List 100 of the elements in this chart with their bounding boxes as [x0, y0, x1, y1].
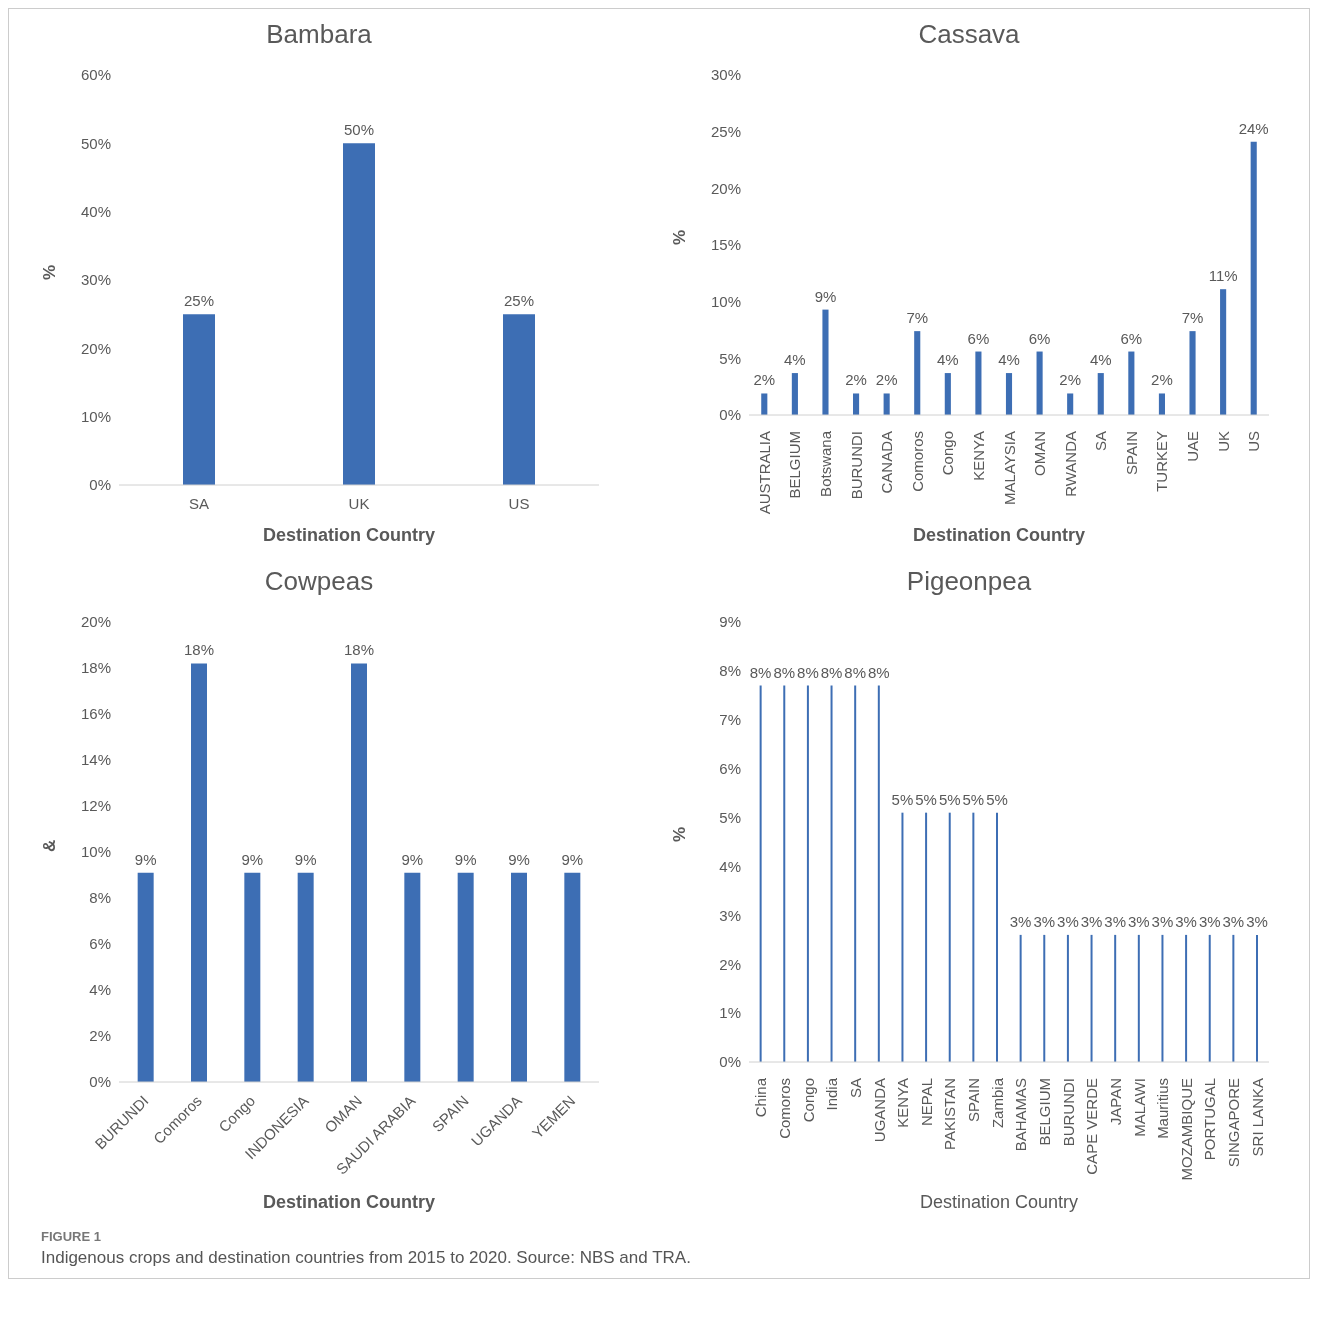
y-tick-label: 50% [80, 134, 111, 152]
bar [901, 812, 904, 1062]
bar [914, 331, 921, 415]
data-label: 3% [1009, 912, 1032, 930]
y-tick-label: 15% [710, 236, 741, 254]
x-tick-label: MOZAMBIQUE [1177, 1078, 1195, 1181]
data-label: 3% [1151, 912, 1174, 930]
y-tick-label: 30% [80, 271, 111, 289]
x-tick-label: JAPAN [1106, 1078, 1124, 1126]
x-tick-label: PAKISTAN [941, 1078, 959, 1150]
data-label: 11% [1208, 267, 1238, 285]
x-tick-label: BELGIUM [1035, 1078, 1053, 1146]
x-tick-label: SRI LANKA [1248, 1078, 1266, 1157]
data-label: 6% [1028, 329, 1051, 347]
x-tick-label: SA [1092, 431, 1110, 452]
y-tick-label: 60% [80, 66, 111, 84]
y-axis-title: & [40, 839, 60, 852]
x-tick-label: MALAWI [1130, 1078, 1148, 1137]
data-label: 9% [401, 850, 424, 868]
data-label: 2% [875, 371, 898, 389]
data-label: 3% [1104, 912, 1127, 930]
data-label: 8% [844, 663, 867, 681]
bar [1189, 331, 1196, 415]
data-label: 3% [1080, 912, 1103, 930]
x-tick-label: Botswana [816, 430, 834, 497]
y-axis-title: % [670, 826, 690, 842]
bar [975, 351, 982, 415]
x-tick-label: AUSTRALIA [755, 431, 773, 515]
y-tick-label: 3% [719, 906, 741, 924]
x-tick-label: CAPE VERDE [1083, 1078, 1101, 1175]
bar [1220, 289, 1227, 415]
bar [1067, 393, 1074, 415]
x-tick-label: RWANDA [1061, 431, 1079, 497]
bar [854, 685, 857, 1062]
data-label: 5% [915, 790, 937, 808]
y-tick-label: 20% [80, 339, 111, 357]
x-tick-label: BURUNDI [847, 431, 865, 500]
data-label: 8% [749, 663, 772, 681]
y-tick-label: 0% [719, 406, 741, 424]
x-tick-label: SPAIN [1122, 431, 1140, 475]
bar [944, 373, 951, 415]
bar [759, 685, 762, 1062]
chart-title: Cassava [917, 19, 1021, 51]
bar [1090, 934, 1093, 1062]
bar [1185, 934, 1188, 1062]
x-tick-label: UK [1214, 431, 1232, 452]
data-label: 5% [891, 790, 914, 808]
bar [1005, 373, 1013, 415]
bar [1208, 934, 1211, 1062]
data-label: 3% [1246, 912, 1268, 930]
data-label: 9% [561, 850, 584, 868]
data-label: 7% [906, 309, 929, 327]
data-label: 3% [1222, 912, 1245, 930]
y-tick-label: 14% [80, 751, 111, 769]
data-label: 9% [294, 850, 317, 868]
x-axis-title: Destination Country [918, 1192, 1080, 1213]
x-tick-label: TURKEY [1153, 431, 1171, 492]
bar [822, 309, 829, 415]
data-label: 5% [938, 790, 961, 808]
x-tick-label: UAE [1184, 431, 1202, 462]
data-label: 9% [241, 850, 264, 868]
bar [1137, 934, 1140, 1062]
y-tick-label: 8% [719, 662, 741, 680]
x-axis-title: Destination Country [912, 525, 1086, 546]
y-tick-label: 0% [89, 476, 111, 494]
data-label: 4% [936, 351, 959, 369]
y-tick-label: 20% [710, 179, 741, 197]
bar [1114, 934, 1117, 1062]
x-tick-label: CANADA [878, 431, 896, 494]
data-label: 2% [1151, 371, 1173, 389]
data-label: 4% [1089, 351, 1112, 369]
x-tick-label: Comoros [775, 1078, 793, 1139]
y-tick-label: 16% [80, 705, 111, 723]
x-tick-label: SA [188, 495, 210, 512]
x-axis-title: Destination Country [262, 525, 436, 546]
y-axis-title: % [670, 229, 690, 245]
data-label: 6% [967, 329, 990, 347]
y-tick-label: 10% [710, 292, 741, 310]
data-label: 25% [503, 292, 535, 310]
bar [948, 812, 951, 1062]
data-label: 50% [343, 121, 375, 139]
y-axis-title: % [40, 264, 60, 280]
y-tick-label: 7% [719, 711, 741, 729]
data-label: 4% [998, 351, 1020, 369]
chart-title: Cowpeas [263, 566, 375, 598]
y-tick-label: 9% [719, 613, 741, 631]
data-label: 2% [1059, 371, 1082, 389]
bar [806, 685, 809, 1062]
bar [1128, 351, 1135, 415]
y-tick-label: 4% [89, 981, 111, 999]
data-label: 3% [1057, 912, 1079, 930]
y-tick-label: 12% [80, 797, 111, 815]
y-tick-label: 25% [710, 122, 741, 140]
bar [1097, 373, 1104, 415]
caption: FIGURE 1 [41, 1229, 102, 1244]
x-tick-label: Zambia [988, 1077, 1006, 1129]
y-tick-label: 40% [80, 202, 111, 220]
bar [1158, 393, 1165, 415]
bar [1043, 934, 1046, 1062]
data-label: 9% [814, 287, 837, 305]
